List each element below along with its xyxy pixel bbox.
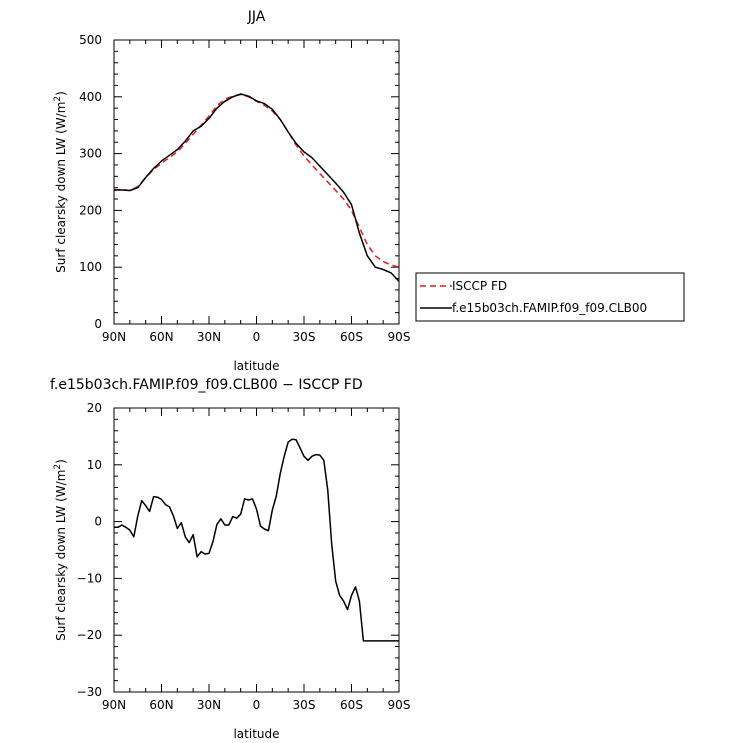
plot-frame <box>113 407 400 693</box>
y-tick-label: −10 <box>77 571 102 585</box>
y-axis-label: Surf clearsky down LW (W/m2) <box>53 91 68 273</box>
x-tick-label: 60N <box>149 698 173 712</box>
y-tick-label: 400 <box>79 90 102 104</box>
x-tick-label: 90N <box>102 698 126 712</box>
bottom-panel: f.e15b03ch.FAMIP.f09_f09.CLB00 − ISCCP F… <box>50 377 410 741</box>
y-tick-label: 100 <box>79 260 102 274</box>
y-axis-label-superscript: 2 <box>53 464 63 470</box>
y-tick-label: 300 <box>79 147 102 161</box>
x-tick-label: 0 <box>253 330 261 344</box>
y-tick-label: 0 <box>94 515 102 529</box>
chart-title: f.e15b03ch.FAMIP.f09_f09.CLB00 − ISCCP F… <box>50 377 363 393</box>
top-panel: JJA 90N 60N 30N 0 30S 60S 90S 0 100 200 300 400 500 la… <box>53 9 410 373</box>
legend-label: ISCCP FD <box>452 279 507 293</box>
x-tick-label: 90N <box>102 330 126 344</box>
y-tick-label: −20 <box>77 628 102 642</box>
y-tick-label: 0 <box>94 317 102 331</box>
y-tick-label: 20 <box>87 401 102 415</box>
y-tick-label: −30 <box>77 685 102 699</box>
y-axis-label-superscript: 2 <box>53 96 63 102</box>
x-tick-label: 0 <box>253 698 261 712</box>
y-axis-label-main: Surf clearsky down LW (W/m <box>54 102 68 273</box>
x-tick-label: 30S <box>293 698 316 712</box>
x-tick-label: 30N <box>197 698 221 712</box>
x-tick-label: 60S <box>340 330 363 344</box>
x-axis-label: latitude <box>233 727 279 741</box>
x-tick-label: 90S <box>388 330 411 344</box>
x-tick-label: 60S <box>340 698 363 712</box>
y-axis-label-end: ) <box>54 91 68 96</box>
y-tick-label: 200 <box>79 203 102 217</box>
x-tick-label: 30N <box>197 330 221 344</box>
x-axis-label: latitude <box>233 359 279 373</box>
legend-box <box>415 272 685 322</box>
series-line-model <box>114 93 400 282</box>
legend: ISCCP FD f.e15b03ch.FAMIP.f09_f09.CLB00 <box>415 272 685 322</box>
y-tick-label: 500 <box>79 33 102 47</box>
plot-frame <box>113 39 400 325</box>
legend-label: f.e15b03ch.FAMIP.f09_f09.CLB00 <box>452 301 647 315</box>
y-tick-label: 10 <box>87 458 102 472</box>
y-axis-label: Surf clearsky down LW (W/m2) <box>53 459 68 641</box>
chart-title: JJA <box>247 9 266 25</box>
x-tick-label: 90S <box>388 698 411 712</box>
y-axis-label-main: Surf clearsky down LW (W/m <box>54 470 68 641</box>
x-tick-label: 60N <box>149 330 173 344</box>
y-axis-label-end: ) <box>54 459 68 464</box>
series-line-model <box>114 438 399 642</box>
x-tick-label: 30S <box>293 330 316 344</box>
series-line-isccp-fd <box>113 93 400 268</box>
